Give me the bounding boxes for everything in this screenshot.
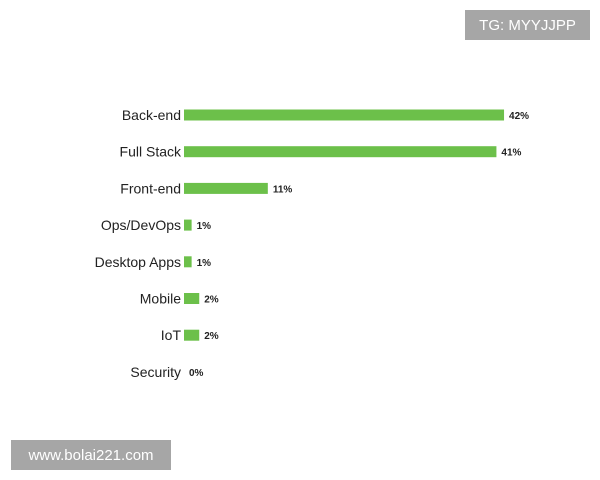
category-label: Back-end: [122, 107, 181, 123]
data-label: 42%: [509, 111, 529, 122]
watermark-bottom-left: www.bolai221.com: [11, 440, 171, 470]
category-label: Front-end: [120, 180, 181, 196]
data-label: 11%: [273, 184, 293, 195]
category-label: Full Stack: [120, 144, 182, 160]
bar: [184, 293, 200, 304]
bar: [184, 109, 505, 121]
data-label: 41%: [501, 148, 521, 159]
data-label: 1%: [197, 258, 212, 269]
bar: [184, 146, 497, 158]
category-label: Mobile: [140, 291, 181, 307]
data-label: 2%: [204, 331, 219, 342]
data-label: 2%: [204, 295, 219, 306]
data-label: 1%: [197, 221, 212, 232]
category-label: Ops/DevOps: [101, 217, 181, 233]
bar: [184, 219, 192, 231]
category-label: IoT: [161, 327, 182, 343]
bar: [184, 329, 200, 341]
bar: [184, 256, 192, 268]
bar: [184, 182, 268, 194]
data-label: 0%: [189, 368, 204, 379]
watermark-top-right: TG: MYYJJPP: [465, 10, 590, 40]
category-label: Desktop Apps: [95, 254, 181, 270]
category-label: Security: [130, 364, 181, 380]
